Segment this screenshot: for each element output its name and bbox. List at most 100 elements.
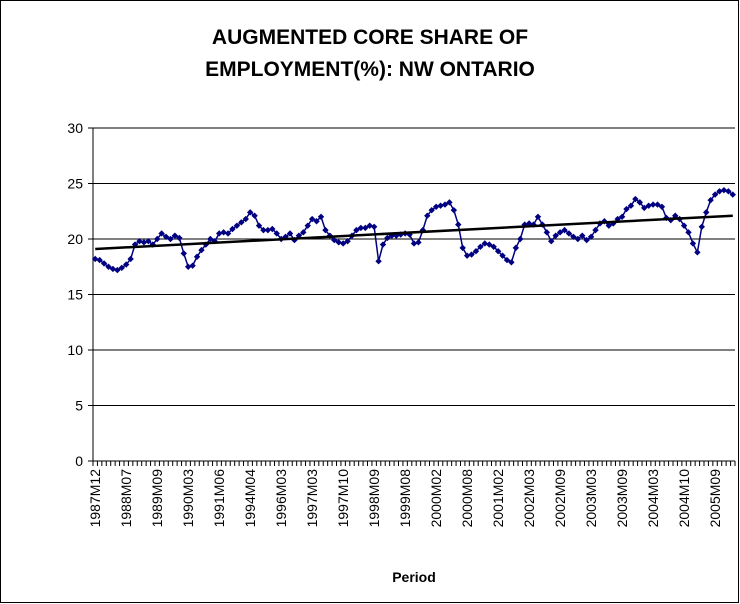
y-tick-label: 25 <box>67 176 83 192</box>
marker <box>552 232 559 239</box>
marker <box>353 226 360 234</box>
marker <box>703 209 710 216</box>
marker <box>313 218 320 225</box>
x-tick-label: 1997M10 <box>335 469 351 528</box>
marker <box>517 235 524 243</box>
x-tick-label: 1989M09 <box>149 469 165 528</box>
marker <box>251 212 258 219</box>
x-tick-label: 1998M09 <box>366 469 382 528</box>
x-axis-label: Period <box>392 569 436 585</box>
marker <box>331 236 338 244</box>
marker <box>410 240 418 247</box>
x-tick-label: 2000M02 <box>428 469 444 528</box>
marker <box>140 239 148 246</box>
y-tick-label: 15 <box>67 287 83 303</box>
x-tick-label: 1999M08 <box>397 469 413 528</box>
marker <box>215 230 223 237</box>
marker <box>264 226 272 234</box>
marker <box>649 201 657 208</box>
marker <box>494 248 502 255</box>
marker <box>570 233 577 240</box>
x-tick-label: 1996M03 <box>273 469 289 528</box>
marker <box>672 212 679 219</box>
marker <box>269 225 276 233</box>
marker <box>238 219 245 226</box>
marker <box>441 201 449 208</box>
marker <box>548 238 555 245</box>
marker <box>654 201 661 208</box>
marker <box>627 202 635 209</box>
x-tick-label: 1988M07 <box>118 469 134 528</box>
marker <box>711 191 719 198</box>
marker <box>543 229 551 236</box>
marker <box>92 255 99 263</box>
marker <box>707 196 714 204</box>
marker <box>207 235 214 243</box>
marker <box>486 241 493 248</box>
marker <box>641 204 648 212</box>
marker <box>477 243 484 250</box>
marker <box>246 209 254 216</box>
marker <box>481 240 489 247</box>
marker <box>158 230 165 237</box>
x-tick-label: 2005M09 <box>707 469 723 528</box>
marker <box>118 264 125 272</box>
marker <box>446 199 453 206</box>
marker <box>109 265 117 273</box>
x-tick-label: 2003M03 <box>583 469 599 528</box>
marker <box>512 244 520 252</box>
marker <box>503 256 511 264</box>
marker <box>645 202 652 209</box>
marker <box>220 229 227 236</box>
marker <box>171 232 179 239</box>
marker <box>370 223 378 230</box>
marker <box>339 240 347 247</box>
x-tick-label: 1991M06 <box>211 469 227 528</box>
marker <box>184 263 192 270</box>
marker <box>592 226 599 234</box>
marker <box>300 229 307 236</box>
marker <box>463 252 471 259</box>
x-tick-label: 2003M09 <box>614 469 630 528</box>
marker <box>694 249 701 256</box>
chart-title: EMPLOYMENT(%): NW ONTARIO <box>205 58 535 81</box>
marker <box>198 246 205 254</box>
x-tick-label: 2002M09 <box>552 469 568 528</box>
marker <box>308 215 316 223</box>
x-tick-label: 1987M12 <box>87 469 103 528</box>
marker <box>127 255 134 263</box>
marker <box>167 235 174 243</box>
marker <box>375 258 382 265</box>
marker <box>233 222 241 229</box>
marker <box>357 224 365 232</box>
marker <box>424 212 431 219</box>
marker <box>618 213 626 220</box>
x-tick-label: 2002M03 <box>521 469 537 528</box>
marker <box>193 253 201 260</box>
marker <box>689 240 697 247</box>
marker <box>96 256 103 264</box>
marker <box>224 230 232 237</box>
x-tick-label: 1990M03 <box>180 469 196 528</box>
marker <box>176 234 183 242</box>
marker <box>335 239 342 246</box>
marker <box>379 241 387 248</box>
marker <box>415 239 422 246</box>
marker <box>720 186 728 194</box>
marker <box>583 236 590 244</box>
x-tick-label: 1994M04 <box>242 469 258 528</box>
marker <box>658 203 666 211</box>
marker <box>561 226 568 234</box>
x-tick-label: 1997M03 <box>304 469 320 528</box>
marker <box>180 250 187 257</box>
marker <box>322 226 329 234</box>
x-tick-label: 2001M02 <box>490 469 506 528</box>
marker <box>450 206 458 214</box>
x-tick-label: 2000M08 <box>459 469 475 528</box>
marker <box>229 225 236 233</box>
marker <box>725 188 732 195</box>
marker <box>698 223 705 230</box>
marker <box>632 195 639 203</box>
